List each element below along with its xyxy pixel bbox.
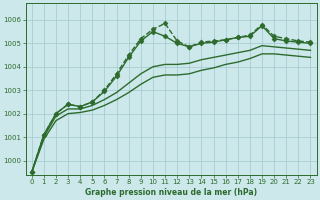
X-axis label: Graphe pression niveau de la mer (hPa): Graphe pression niveau de la mer (hPa) [85, 188, 257, 197]
